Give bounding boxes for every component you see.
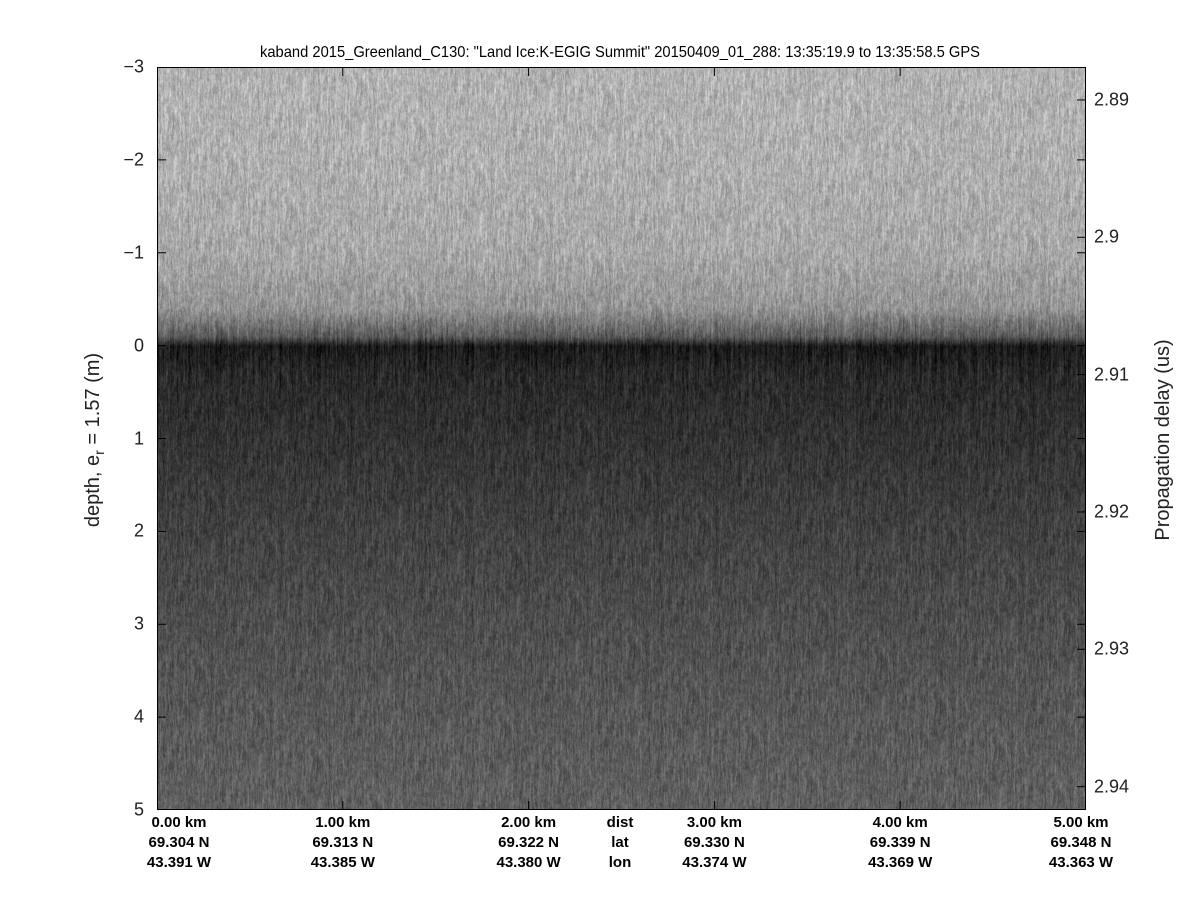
x-row-labels: dist lat lon xyxy=(607,813,634,873)
ylabel-sub: r xyxy=(91,450,107,455)
y-right-tick-label: 2.94 xyxy=(1094,776,1130,797)
dist-label: dist xyxy=(606,814,634,831)
dist-label: 2.00 km xyxy=(501,814,557,831)
chart-title: kaband 2015_Greenland_C130: "Land Ice:K-… xyxy=(260,44,980,61)
y-left-tick-label: −3 xyxy=(123,56,144,77)
ylabel-main: depth, e xyxy=(82,454,104,528)
y-right-tick-label: 2.9 xyxy=(1094,226,1120,247)
y-left-tick-label: 3 xyxy=(133,613,144,634)
y-right-tick-label: 2.93 xyxy=(1094,638,1130,659)
lat-label: 69.330 N xyxy=(683,834,745,851)
lat-label: lat xyxy=(611,834,629,851)
x-tick-label-group: 1.00 km 69.313 N 43.385 W xyxy=(311,813,375,873)
x-tick-label-group: 5.00 km 69.348 N 43.363 W xyxy=(1049,813,1113,873)
x-tick-label-group: 2.00 km 69.322 N 43.380 W xyxy=(496,813,560,873)
y-right-tick-label: 2.89 xyxy=(1094,89,1130,110)
lat-label: 69.313 N xyxy=(312,834,374,851)
lat-label: 69.304 N xyxy=(148,834,210,851)
ylabel-tail: = 1.57 (m) xyxy=(82,352,104,451)
dist-label: 1.00 km xyxy=(315,814,371,831)
radar-echogram-image xyxy=(157,67,1086,810)
lon-label: 43.380 W xyxy=(496,854,561,871)
x-tick-label-group: 4.00 km 69.339 N 43.369 W xyxy=(868,813,932,873)
lon-label: 43.391 W xyxy=(146,854,212,871)
dist-label: 5.00 km xyxy=(1053,814,1109,831)
y-left-tick-label: 0 xyxy=(133,335,144,356)
y-left-tick-label: −2 xyxy=(123,149,144,170)
y-left-tick-label: −1 xyxy=(123,242,144,263)
lon-label: lon xyxy=(608,854,632,871)
dist-label: 0.00 km xyxy=(151,814,207,831)
lat-label: 69.348 N xyxy=(1050,834,1112,851)
ylabel-right: Propagation delay (us) xyxy=(1152,339,1174,541)
y-right-tick-label: 2.92 xyxy=(1094,501,1130,522)
lat-label: 69.339 N xyxy=(869,834,931,851)
dist-label: 3.00 km xyxy=(686,814,742,831)
y-left-tick-label: 1 xyxy=(133,428,144,448)
lon-label: 43.369 W xyxy=(868,854,933,871)
lon-label: 43.385 W xyxy=(310,854,375,871)
y-left-tick-label: 4 xyxy=(133,706,144,727)
lon-label: 43.374 W xyxy=(682,854,747,871)
y-right-tick-label: 2.91 xyxy=(1094,364,1130,385)
y-left-tick-label: 5 xyxy=(133,799,144,820)
lat-label: 69.322 N xyxy=(498,834,560,851)
dist-label: 4.00 km xyxy=(872,814,928,831)
x-tick-label-group: 0.00 km 69.304 N 43.391 W xyxy=(147,813,211,873)
y-left-tick-label: 2 xyxy=(133,520,144,541)
lon-label: 43.363 W xyxy=(1048,854,1114,871)
x-tick-label-group: 3.00 km 69.330 N 43.374 W xyxy=(682,813,746,873)
